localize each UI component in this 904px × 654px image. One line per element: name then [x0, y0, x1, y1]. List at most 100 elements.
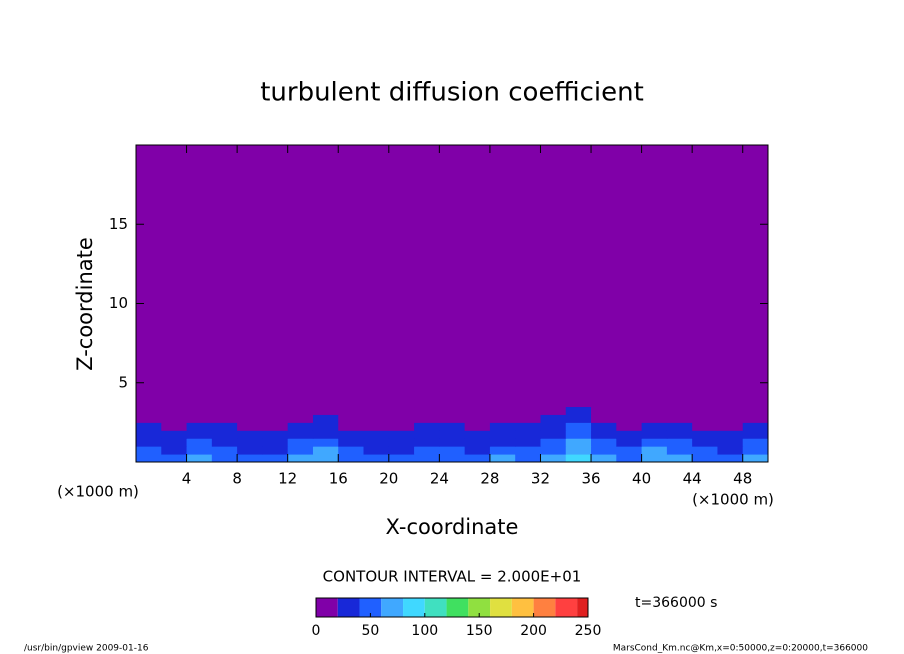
contour-cell [161, 390, 188, 400]
contour-cell [742, 145, 769, 392]
colorbar-tick-label: 250 [575, 623, 602, 639]
contour-cell [136, 422, 162, 431]
contour-cell [388, 438, 415, 447]
contour-cell [515, 390, 541, 400]
contour-cell [591, 406, 617, 415]
contour-cell [287, 438, 314, 447]
contour-cell [717, 438, 744, 447]
contour-cell [262, 446, 289, 455]
contour-cell [616, 454, 643, 463]
contour-cell [692, 438, 718, 447]
contour-cell [692, 406, 718, 415]
contour-cell [161, 422, 188, 431]
x-unit: (×1000 m) [692, 491, 774, 509]
contour-cell [692, 446, 718, 455]
contour-cell [515, 398, 541, 408]
contour-cell [388, 430, 415, 439]
x-tick-label: 48 [733, 470, 752, 488]
contour-cell [439, 446, 466, 455]
contour-cell [186, 398, 213, 408]
contour-cell [439, 398, 466, 408]
contour-cell [237, 422, 263, 431]
contour-cell [338, 406, 365, 415]
contour-cell [717, 145, 744, 392]
contour-cell [489, 414, 516, 423]
contour-cell [464, 406, 491, 415]
contour-cell [161, 430, 188, 439]
contour-cell [414, 438, 440, 447]
contour-cell [489, 438, 516, 447]
contour-cell [489, 398, 516, 408]
contour-cell [363, 422, 390, 431]
contour-cell [237, 430, 263, 439]
contour-cell [262, 145, 289, 392]
colorbar-swatch [424, 598, 447, 617]
contour-cell [717, 398, 744, 408]
contour-cell [161, 454, 188, 463]
contour-cell [211, 398, 238, 408]
x-tick-label: 16 [329, 470, 348, 488]
contour-cell [464, 430, 491, 439]
contour-cell [211, 145, 238, 392]
contour-cell [211, 390, 238, 400]
colorbar-tick-label: 150 [466, 623, 493, 639]
contour-cell [591, 398, 617, 408]
contour-cell [312, 446, 339, 455]
contour-cell [363, 446, 390, 455]
contour-cell [237, 414, 263, 423]
contour-cell [136, 438, 162, 447]
contour-cell [439, 454, 466, 463]
contour-cell [161, 398, 188, 408]
contour-cell [338, 145, 365, 392]
contour-cell [439, 145, 466, 392]
contour-cell [186, 446, 213, 455]
contour-cell [287, 430, 314, 439]
contour-cell [211, 414, 238, 423]
x-tick-label: 28 [480, 470, 499, 488]
contour-cell [439, 438, 466, 447]
contour-cell [287, 406, 314, 415]
contour-cell [641, 390, 668, 400]
contour-cell [363, 145, 390, 392]
contour-cell [489, 446, 516, 455]
contour-cell [237, 454, 263, 463]
contour-cell [414, 422, 440, 431]
contour-cell [591, 422, 617, 431]
contour-cell [742, 406, 769, 415]
contour-cell [136, 145, 162, 392]
contour-cell [666, 145, 693, 392]
colorbar-swatch [511, 598, 534, 617]
contour-cell [363, 398, 390, 408]
contour-cell [591, 145, 617, 392]
contour-cell [338, 454, 365, 463]
contour-cell [515, 438, 541, 447]
contour-cell [338, 390, 365, 400]
contour-cell [287, 422, 314, 431]
contour-cell [515, 454, 541, 463]
contour-cell [742, 414, 769, 423]
contour-cell [464, 446, 491, 455]
colorbar-tick-label: 200 [520, 623, 547, 639]
contour-cell [363, 406, 390, 415]
contour-cell [414, 446, 440, 455]
contour-cell [565, 390, 592, 400]
contour-cell [464, 414, 491, 423]
contour-cell [540, 145, 567, 392]
contour-cell [565, 446, 592, 455]
contour-cell [439, 414, 466, 423]
contour-cell [186, 145, 213, 392]
contour-cell [464, 422, 491, 431]
contour-cell [742, 422, 769, 431]
contour-cell [363, 430, 390, 439]
colorbar-swatch [381, 598, 404, 617]
contour-cell [616, 414, 643, 423]
contour-cell [136, 414, 162, 423]
contour-cell [262, 430, 289, 439]
contour-cell [565, 454, 592, 463]
contour-cell [439, 430, 466, 439]
contour-cell [211, 406, 238, 415]
colorbar-swatch [577, 598, 588, 617]
x-tick-label: 8 [232, 470, 242, 488]
contour-cell [591, 414, 617, 423]
contour-cell [186, 414, 213, 423]
